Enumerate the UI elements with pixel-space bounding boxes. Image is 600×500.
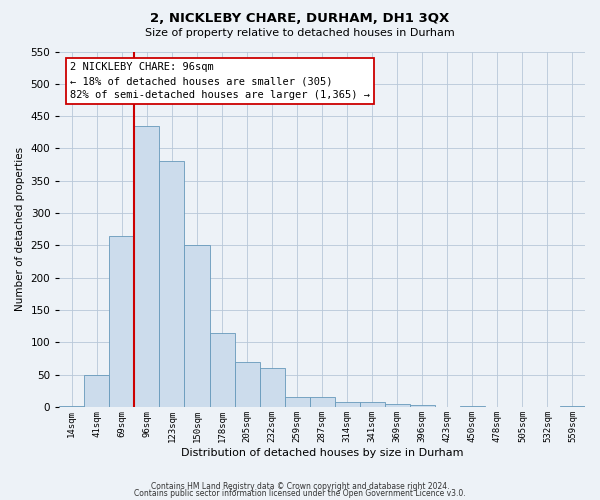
Bar xyxy=(85,374,109,407)
Y-axis label: Number of detached properties: Number of detached properties xyxy=(15,147,25,312)
Bar xyxy=(59,406,85,407)
Text: Contains public sector information licensed under the Open Government Licence v3: Contains public sector information licen… xyxy=(134,489,466,498)
Bar xyxy=(160,162,184,407)
Bar xyxy=(335,402,360,407)
Bar xyxy=(209,332,235,407)
Bar xyxy=(109,236,134,407)
Bar xyxy=(310,397,335,407)
Bar xyxy=(385,404,410,407)
Bar xyxy=(560,406,585,407)
Text: Contains HM Land Registry data © Crown copyright and database right 2024.: Contains HM Land Registry data © Crown c… xyxy=(151,482,449,491)
X-axis label: Distribution of detached houses by size in Durham: Distribution of detached houses by size … xyxy=(181,448,463,458)
Bar xyxy=(134,126,160,407)
Bar xyxy=(360,402,385,407)
Bar xyxy=(235,362,260,407)
Text: 2 NICKLEBY CHARE: 96sqm
← 18% of detached houses are smaller (305)
82% of semi-d: 2 NICKLEBY CHARE: 96sqm ← 18% of detache… xyxy=(70,62,370,100)
Bar xyxy=(260,368,284,407)
Bar xyxy=(460,406,485,407)
Bar xyxy=(410,405,435,407)
Text: Size of property relative to detached houses in Durham: Size of property relative to detached ho… xyxy=(145,28,455,38)
Bar xyxy=(184,246,209,407)
Text: 2, NICKLEBY CHARE, DURHAM, DH1 3QX: 2, NICKLEBY CHARE, DURHAM, DH1 3QX xyxy=(151,12,449,26)
Bar xyxy=(284,397,310,407)
